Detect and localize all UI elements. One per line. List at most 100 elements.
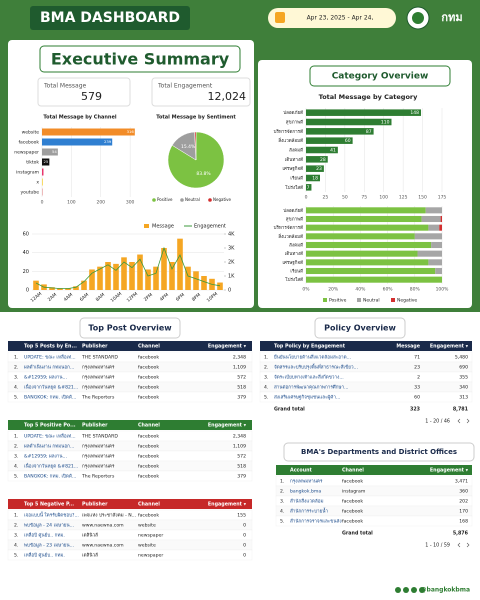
table-cell: The Reporters xyxy=(81,395,115,401)
y-tick-label: สิ่งแวดล้อมดี xyxy=(278,233,303,240)
bar xyxy=(73,286,79,290)
bar xyxy=(306,128,374,135)
column-header: Publisher xyxy=(82,502,108,508)
next-page[interactable] xyxy=(466,418,470,424)
table-header xyxy=(260,341,472,351)
value-label: 239 xyxy=(104,139,112,144)
date-picker[interactable] xyxy=(268,8,396,28)
bar xyxy=(306,146,338,154)
value-label: 148 xyxy=(410,110,419,116)
table-row xyxy=(7,470,253,482)
column-header[interactable]: Engagement ▾ xyxy=(208,502,247,508)
table-cell: 1,109 xyxy=(233,365,246,371)
section-title-box xyxy=(283,442,475,462)
x-tick-label: 0 xyxy=(41,200,44,206)
table-cell: 0 xyxy=(243,543,246,549)
value-label: 316 xyxy=(127,129,135,134)
bar-segment xyxy=(425,207,442,214)
bar xyxy=(49,287,55,290)
table-cell: สานต่อการพัฒนาคุณภาพการศึกษา... xyxy=(274,384,348,391)
table-cell: กรุงเทพมหานคร xyxy=(82,444,115,450)
table-row xyxy=(7,391,253,403)
x-tick-label: 8AM xyxy=(95,292,106,303)
table-cell: 3. xyxy=(264,375,268,381)
column-header[interactable]: Engagement ▾ xyxy=(208,423,247,429)
prev-page[interactable] xyxy=(457,542,461,548)
prev-page[interactable] xyxy=(457,418,461,424)
y-tick-label: 60 xyxy=(23,232,29,238)
table-cell: The Reporters xyxy=(81,474,115,480)
value-label: 83.8% xyxy=(196,171,211,177)
social-icon[interactable] xyxy=(395,587,401,593)
pagination: 1 - 20 / 46 xyxy=(425,419,450,425)
y2-tick-label: 4K xyxy=(228,232,235,238)
y-tick-label: 20 xyxy=(23,269,29,275)
total-cell: Grand total xyxy=(274,407,305,413)
total-cell: Grand total xyxy=(342,531,373,537)
table-cell: 379 xyxy=(237,395,246,401)
x-tick-label: 50 xyxy=(342,195,348,201)
logo-text: กทม xyxy=(441,11,462,24)
y-tick-label: เรียนดี xyxy=(290,269,303,275)
x-tick-label: 2AM xyxy=(47,292,58,303)
y-tick-label: สุขภาพดี xyxy=(286,217,303,223)
legend-swatch xyxy=(323,298,327,302)
dashboard-title: BMA DASHBOARD xyxy=(40,10,180,26)
column-header[interactable]: Engagement ▾ xyxy=(208,344,247,350)
table-cell: 155 xyxy=(237,513,246,519)
social-icon[interactable] xyxy=(411,587,417,593)
table-cell: ยืนยันนโยบายด้านสิ่งแวดล้อมสะอาด... xyxy=(274,354,351,361)
column-header: Channel xyxy=(138,423,160,429)
table-header xyxy=(8,341,252,351)
bar xyxy=(306,109,422,116)
table-cell: สำนักการระบายน้ำ xyxy=(290,508,328,515)
value-label: 7 xyxy=(307,185,310,191)
table-cell: 5. xyxy=(14,553,18,559)
section-title-box xyxy=(79,317,181,339)
bar-segment xyxy=(428,259,442,266)
table-cell: 3. xyxy=(280,499,284,505)
pagination: 1 - 10 / 59 xyxy=(425,543,450,549)
social-icon[interactable] xyxy=(419,587,425,593)
x-tick-label: 6PM xyxy=(175,292,186,303)
table-cell: 2,348 xyxy=(233,434,246,440)
column-header[interactable]: Engagement ▾ xyxy=(430,468,469,474)
summary-title-box xyxy=(39,45,241,73)
table-cell: กรุงเทพมหานคร xyxy=(82,464,115,470)
section-title: Executive Summary xyxy=(51,50,230,69)
category-title-box xyxy=(309,65,451,87)
y2-tick-label: 1K xyxy=(228,274,235,280)
table-cell: 572 xyxy=(237,375,246,381)
table-cell: facebook xyxy=(138,434,159,440)
section-title: BMA's Departments and District Offices xyxy=(301,448,457,456)
table-cell: 5. xyxy=(14,395,18,401)
column-header: Account xyxy=(290,468,313,474)
next-page[interactable] xyxy=(466,542,470,548)
table-cell: facebook xyxy=(138,513,159,519)
table-cell: 0 xyxy=(243,523,246,529)
table-cell: 340 xyxy=(459,385,468,391)
bar xyxy=(169,262,175,290)
x-tick-label: 100% xyxy=(436,287,450,293)
table-cell: 1. xyxy=(14,434,18,440)
table-cell: 3. xyxy=(14,533,18,539)
kpi-label: Total Engagement xyxy=(157,83,213,90)
bar xyxy=(121,257,127,290)
column-header: Publisher xyxy=(82,344,108,350)
table-cell: 3. xyxy=(14,454,18,460)
value-label: 25 xyxy=(44,159,49,164)
table-cell: facebook xyxy=(342,499,363,505)
x-tick-label: 0 xyxy=(305,195,308,201)
kpi-value: 579 xyxy=(81,90,102,103)
social-icon[interactable] xyxy=(403,587,409,593)
bar xyxy=(306,156,328,163)
x-tick-label: 60% xyxy=(383,287,394,293)
column-header[interactable]: Engagement ▾ xyxy=(430,344,469,350)
legend-label: Engagement xyxy=(194,224,226,230)
bar xyxy=(105,262,111,290)
table-header xyxy=(8,499,252,509)
bar xyxy=(81,280,87,290)
bar-segment xyxy=(306,250,418,257)
bar-segment xyxy=(306,207,426,214)
x-tick-label: 0% xyxy=(302,287,310,293)
